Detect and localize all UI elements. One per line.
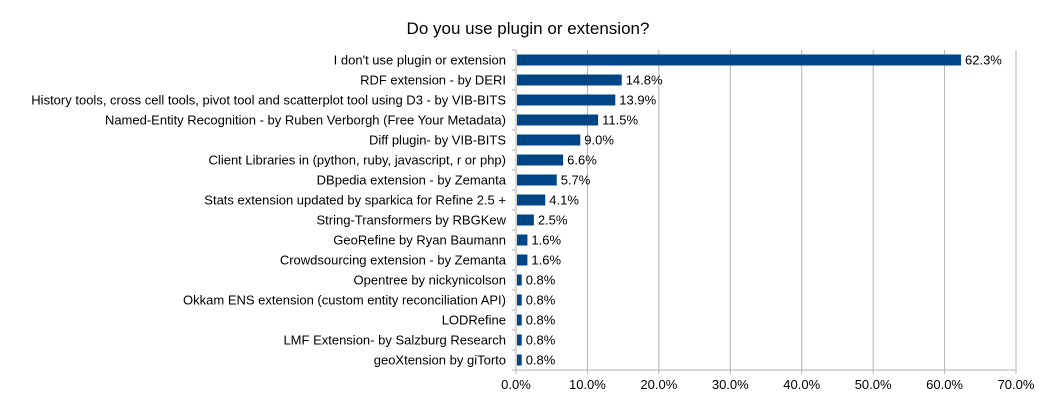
bar: [517, 354, 522, 366]
category-label: Crowdsourcing extension - by Zemanta: [280, 253, 507, 268]
data-label: 6.6%: [567, 153, 597, 168]
category-label: I don't use plugin or extension: [334, 53, 506, 68]
category-label: Diff plugin- by VIB-BITS: [369, 133, 506, 148]
category-label: Opentree by nickynicolson: [354, 273, 506, 288]
category-label: RDF extension - by DERI: [360, 73, 506, 88]
category-label: geoXtension by giTorto: [374, 353, 506, 368]
bar: [517, 294, 522, 306]
bar: [517, 314, 522, 326]
data-label: 11.5%: [602, 113, 638, 128]
data-label: 9.0%: [584, 133, 614, 148]
bar: [517, 94, 616, 106]
category-label: Stats extension updated by sparkica for …: [204, 193, 506, 208]
category-label: History tools, cross cell tools, pivot t…: [31, 93, 506, 108]
bar: [517, 194, 546, 206]
bar: [517, 54, 961, 66]
category-label: Okkam ENS extension (custom entity recon…: [183, 293, 506, 308]
category-label: GeoRefine by Ryan Baumann: [333, 233, 506, 248]
data-label: 0.8%: [526, 313, 556, 328]
x-tick-label: 70.0%: [998, 377, 1035, 392]
data-label: 0.8%: [526, 353, 556, 368]
x-tick-label: 30.0%: [712, 377, 749, 392]
bar: [517, 114, 599, 126]
bar: [517, 274, 522, 286]
x-tick-label: 20.0%: [640, 377, 677, 392]
bar: [517, 334, 522, 346]
bar: [517, 234, 528, 246]
data-label: 62.3%: [965, 53, 1002, 68]
data-label: 4.1%: [549, 193, 579, 208]
data-label: 0.8%: [526, 273, 556, 288]
category-label: String-Transformers by RBGKew: [316, 213, 506, 228]
x-tick-label: 50.0%: [855, 377, 892, 392]
category-label: LMF Extension- by Salzburg Research: [283, 333, 506, 348]
x-tick-label: 40.0%: [783, 377, 820, 392]
data-label: 1.6%: [531, 253, 561, 268]
data-label: 1.6%: [531, 233, 561, 248]
category-label: Named-Entity Recognition - by Ruben Verb…: [105, 113, 506, 128]
bar: [517, 154, 564, 166]
bar: [517, 134, 581, 146]
data-label: 2.5%: [538, 213, 568, 228]
data-label: 5.7%: [561, 173, 591, 188]
category-label: LODRefine: [442, 313, 506, 328]
data-label: 0.8%: [526, 293, 556, 308]
bar: [517, 254, 528, 266]
category-label: Client Libraries in (python, ruby, javas…: [209, 153, 506, 168]
x-tick-label: 10.0%: [569, 377, 606, 392]
category-label: DBpedia extension - by Zemanta: [317, 173, 507, 188]
x-tick-label: 60.0%: [926, 377, 963, 392]
chart-title: Do you use plugin or extension?: [407, 19, 650, 38]
data-label: 13.9%: [619, 93, 656, 108]
bar: [517, 174, 557, 186]
x-tick-label: 0.0%: [501, 377, 531, 392]
bar: [517, 214, 534, 226]
data-label: 0.8%: [526, 333, 556, 348]
data-label: 14.8%: [626, 73, 663, 88]
bar: [517, 74, 622, 86]
